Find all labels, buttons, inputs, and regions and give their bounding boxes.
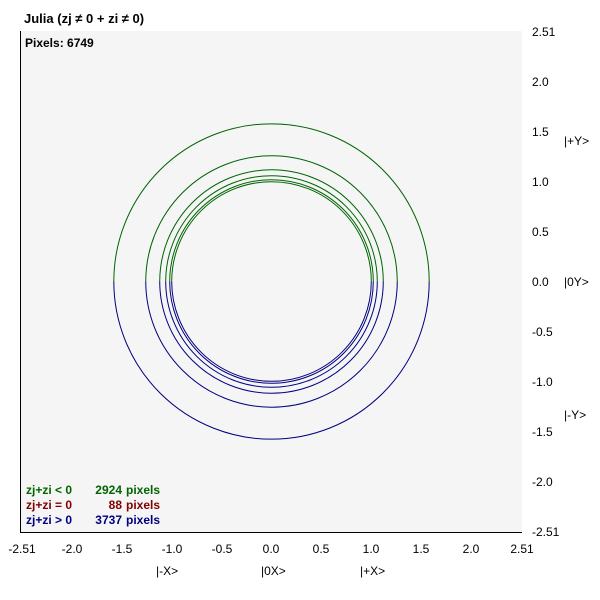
ring-lower-arc bbox=[171, 281, 372, 382]
ring-upper-arc bbox=[113, 123, 430, 282]
legend-row-zero: zj+zi = 0 88 pixels bbox=[26, 498, 160, 513]
y-tick-label: 2.51 bbox=[532, 25, 556, 39]
y-tick-label: 1.5 bbox=[532, 125, 549, 139]
x-tick-label: 1.5 bbox=[412, 542, 430, 556]
legend-count: 88 bbox=[108, 498, 122, 512]
y-tick-label: 2.0 bbox=[532, 75, 549, 89]
legend-unit: pixels bbox=[126, 513, 161, 527]
ring-upper-arc bbox=[145, 155, 398, 282]
legend-label: zj+zi > 0 bbox=[26, 513, 73, 527]
ring-lower-arc bbox=[113, 281, 430, 440]
x-tick-label: 2.51 bbox=[510, 542, 534, 556]
x-tick-label: -2.0 bbox=[61, 542, 83, 556]
y-tick-label: -1.0 bbox=[532, 375, 553, 389]
x-tick-label: 0.5 bbox=[312, 542, 330, 556]
ring-lower-arc bbox=[165, 281, 378, 388]
y-basis-label: |0Y> bbox=[564, 275, 589, 289]
legend-row-negative: zj+zi < 0 2924 pixels bbox=[26, 483, 160, 498]
ring-lower-arc bbox=[159, 281, 384, 394]
julia-rings bbox=[113, 123, 430, 440]
y-tick-label: -1.5 bbox=[532, 425, 553, 439]
pixel-count: Pixels: 6749 bbox=[25, 36, 94, 50]
ring-upper-arc bbox=[169, 179, 374, 282]
legend-label: zj+zi = 0 bbox=[26, 498, 73, 512]
ring-upper-arc bbox=[171, 181, 372, 282]
x-tick-label: -2.51 bbox=[8, 542, 36, 556]
y-tick-label: -2.51 bbox=[532, 525, 560, 539]
x-tick-label: -0.5 bbox=[211, 542, 233, 556]
ring-upper-arc bbox=[159, 169, 384, 282]
y-tick-label: 1.0 bbox=[532, 175, 549, 189]
x-basis-label: |0X> bbox=[261, 564, 286, 578]
julia-plot-area[interactable]: Pixels: 6749 zj+zi < 0 2924 pixels zj+zi… bbox=[20, 31, 522, 533]
legend: zj+zi < 0 2924 pixels zj+zi = 0 88 pixel… bbox=[26, 483, 160, 528]
window-title: Julia (zj ≠ 0 + zi ≠ 0) bbox=[24, 11, 145, 26]
ring-lower-arc bbox=[169, 281, 374, 384]
y-tick-label: 0.5 bbox=[532, 225, 549, 239]
legend-label: zj+zi < 0 bbox=[26, 483, 73, 497]
legend-count: 2924 bbox=[95, 483, 122, 497]
legend-count: 3737 bbox=[95, 513, 122, 527]
x-tick-label: -1.5 bbox=[111, 542, 133, 556]
x-tick-label: 1.0 bbox=[362, 542, 380, 556]
ring-lower-arc bbox=[145, 281, 398, 408]
legend-unit: pixels bbox=[126, 498, 161, 512]
y-tick-label: 0.0 bbox=[532, 275, 549, 289]
legend-unit: pixels bbox=[126, 483, 161, 497]
legend-row-positive: zj+zi > 0 3737 pixels bbox=[26, 513, 160, 528]
x-basis-label: |+X> bbox=[360, 564, 386, 578]
y-basis-label: |+Y> bbox=[564, 134, 590, 148]
x-tick-label: 2.0 bbox=[462, 542, 480, 556]
y-tick-label: -0.5 bbox=[532, 325, 553, 339]
y-basis-label: |-Y> bbox=[564, 408, 587, 422]
x-basis-label: |-X> bbox=[156, 564, 179, 578]
ring-upper-arc bbox=[165, 175, 378, 282]
x-tick-label: -1.0 bbox=[161, 542, 183, 556]
x-tick-label: 0.0 bbox=[262, 542, 280, 556]
y-tick-label: -2.0 bbox=[532, 475, 553, 489]
